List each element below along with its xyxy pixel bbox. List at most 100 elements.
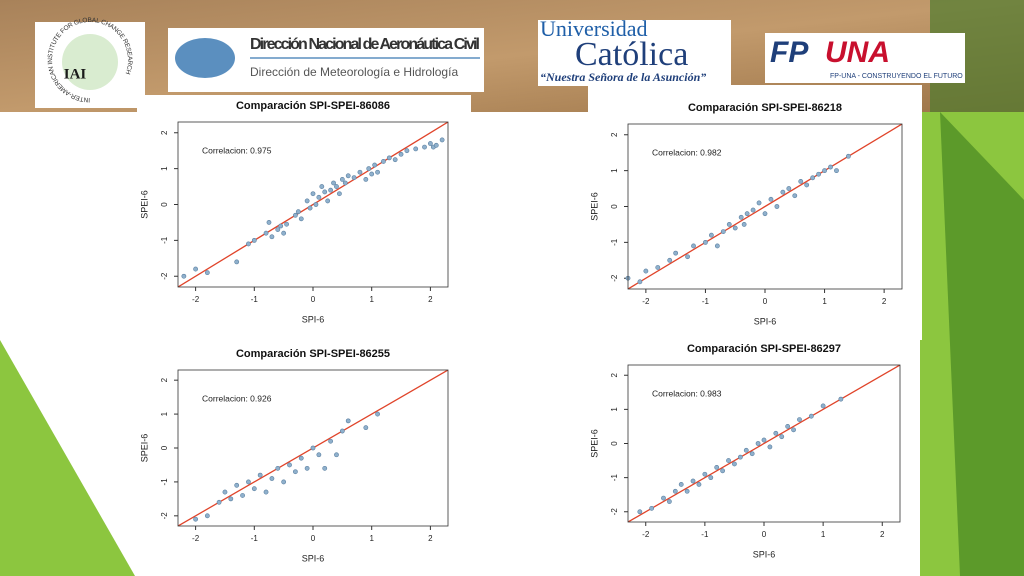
point	[331, 180, 336, 186]
dinac-subtitle: Dirección de Meteorología e Hidrología	[250, 65, 458, 79]
uc-line2: Católica	[575, 36, 688, 73]
point	[637, 279, 643, 285]
green-corner	[0, 340, 135, 576]
point	[685, 254, 690, 260]
x-tick-label: 0	[311, 295, 316, 304]
point	[193, 516, 199, 522]
point	[328, 438, 334, 444]
point	[779, 434, 785, 440]
chart-title: Comparación SPI-SPEI-86086	[236, 100, 390, 112]
y-tick-label: -1	[160, 236, 169, 244]
y-tick-label: -2	[610, 274, 619, 282]
x-tick-label: 2	[882, 297, 887, 306]
point	[334, 452, 339, 458]
point	[298, 455, 304, 461]
y-tick-label: 2	[610, 372, 619, 377]
fpuna-a: FP	[770, 36, 809, 69]
point	[313, 202, 319, 207]
point	[762, 211, 768, 217]
point	[720, 229, 726, 235]
chart-panel	[137, 95, 471, 340]
iai-globe	[62, 34, 118, 90]
dinac-title: Dirección Nacional de Aeronáutica Civil	[250, 36, 480, 53]
point	[357, 169, 363, 175]
x-tick-label: -2	[642, 530, 650, 539]
x-tick-label: 1	[369, 295, 374, 304]
point	[222, 489, 228, 495]
point	[767, 444, 773, 450]
point	[334, 184, 339, 189]
point	[828, 164, 833, 170]
point	[269, 476, 275, 481]
point	[363, 176, 369, 182]
plot-frame	[627, 123, 903, 290]
point	[193, 266, 199, 272]
point	[726, 458, 731, 463]
point	[316, 194, 322, 200]
point	[366, 166, 372, 172]
point	[278, 223, 284, 229]
fpuna-b: UNA	[825, 36, 890, 69]
point	[792, 193, 798, 199]
point	[386, 155, 392, 161]
point	[791, 427, 796, 433]
point	[398, 151, 404, 157]
x-tick-label: -1	[251, 295, 259, 304]
chart: Comparación SPI-SPEI-86297 SPI-6 SPEI-6 -2 -…	[588, 340, 918, 568]
point	[643, 268, 649, 274]
point	[780, 189, 786, 195]
point	[263, 489, 269, 495]
uc-line1: Universidad	[540, 16, 648, 41]
point	[304, 198, 310, 204]
chart-panel	[137, 345, 471, 576]
fpuna-logo	[765, 33, 965, 83]
annotation: Correlacion: 0.926	[202, 393, 272, 403]
y-tick-label: 0	[160, 445, 169, 450]
y-tick-label: 2	[160, 130, 169, 135]
point	[738, 214, 744, 220]
point	[655, 265, 661, 270]
chart-title: Comparación SPI-SPEI-86297	[687, 343, 841, 355]
point	[667, 257, 673, 263]
y-axis-label: SPEI-6	[589, 192, 599, 221]
y-tick-label: 1	[160, 411, 169, 416]
fpuna-motto: FP-UNA - CONSTRUYENDO EL FUTURO	[830, 73, 963, 80]
point	[319, 184, 325, 189]
point	[714, 464, 720, 470]
annotation: Correlacion: 0.982	[652, 147, 722, 157]
point	[304, 465, 310, 471]
point	[266, 220, 272, 225]
point	[768, 196, 774, 202]
point	[810, 175, 816, 181]
point	[690, 478, 696, 484]
point	[292, 212, 298, 218]
point	[413, 146, 419, 152]
point	[808, 413, 814, 419]
point	[328, 187, 334, 193]
point	[838, 396, 844, 402]
point	[720, 468, 726, 474]
y-tick-label: -1	[610, 238, 619, 246]
y-tick-label: -1	[610, 474, 619, 482]
x-tick-label: -2	[642, 297, 650, 306]
point	[337, 191, 342, 197]
y-tick-label: -2	[160, 512, 169, 520]
y-tick-label: -1	[160, 478, 169, 486]
point	[422, 144, 427, 150]
y-tick-label: 2	[160, 377, 169, 382]
point	[234, 482, 240, 488]
point	[287, 462, 292, 468]
y-tick-label: 2	[610, 132, 619, 137]
x-tick-label: 1	[821, 530, 826, 539]
point	[292, 469, 298, 475]
x-tick-label: -2	[192, 295, 200, 304]
y-tick-label: -2	[160, 272, 169, 280]
point	[269, 234, 275, 240]
point	[743, 447, 749, 453]
point	[708, 232, 714, 238]
point	[737, 454, 743, 460]
y-axis-label: SPEI-6	[589, 429, 599, 458]
x-tick-label: 0	[311, 534, 316, 543]
point	[804, 182, 810, 188]
